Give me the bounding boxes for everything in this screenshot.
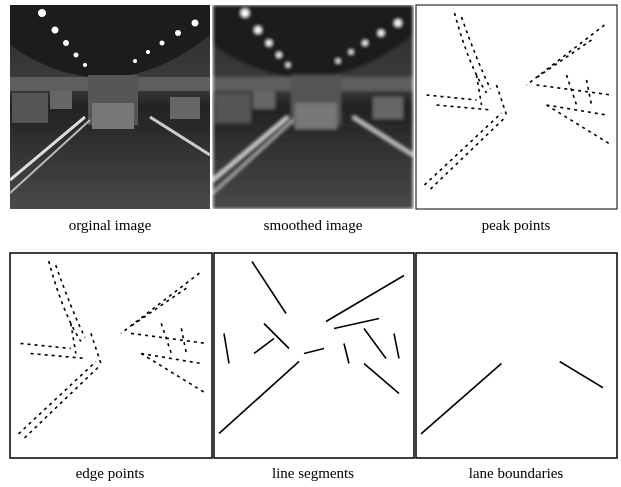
caption: smoothed image [264, 218, 363, 234]
original-image [10, 5, 210, 209]
caption: edge points [76, 466, 145, 482]
smoothed-image [213, 5, 413, 209]
lane-boundaries-image [416, 253, 617, 458]
line-segments-image [214, 253, 414, 458]
figure: orginal image smoothed image peak points… [0, 0, 621, 487]
caption: peak points [482, 218, 551, 234]
peak-points-image [416, 5, 617, 209]
caption: line segments [272, 466, 354, 482]
edge-points-image [10, 253, 212, 458]
caption: lane boundaries [469, 466, 564, 482]
caption: orginal image [69, 218, 152, 234]
